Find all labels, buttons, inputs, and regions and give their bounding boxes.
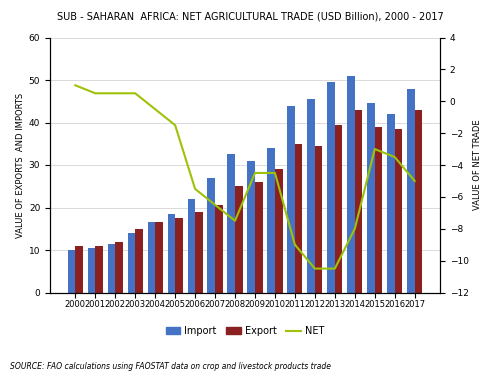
Bar [375, 127, 382, 292]
Line: NET: NET [76, 86, 414, 268]
NET [172, 123, 178, 128]
Bar [208, 178, 215, 292]
NET [312, 266, 318, 271]
Bar [335, 124, 342, 292]
Bar [155, 222, 163, 292]
NET [392, 155, 398, 159]
Bar [315, 146, 322, 292]
NET [232, 219, 238, 223]
Bar [168, 214, 175, 292]
Bar [387, 114, 394, 292]
NET [132, 91, 138, 96]
NET [72, 83, 78, 88]
Bar [275, 169, 282, 292]
NET [292, 243, 298, 247]
Bar [248, 161, 255, 292]
Bar [88, 248, 96, 292]
NET [92, 91, 98, 96]
Bar [255, 182, 262, 292]
Bar [268, 148, 275, 292]
NET [372, 147, 378, 152]
NET [272, 171, 278, 175]
Bar [128, 233, 135, 292]
Bar [355, 110, 362, 292]
Bar [414, 110, 422, 292]
NET [252, 171, 258, 175]
NET [412, 179, 418, 183]
NET [112, 91, 118, 96]
NET [192, 187, 198, 191]
Bar [115, 242, 123, 292]
Bar [308, 99, 315, 292]
Bar [135, 229, 143, 292]
Y-axis label: VALUE OF EXPORTS  AND IMPORTS: VALUE OF EXPORTS AND IMPORTS [16, 93, 24, 238]
Bar [228, 154, 235, 292]
Bar [394, 129, 402, 292]
Bar [108, 244, 115, 292]
Y-axis label: VALUE OF NET TRADE: VALUE OF NET TRADE [473, 120, 482, 210]
Bar [175, 218, 182, 292]
Bar [347, 76, 355, 292]
Bar [288, 105, 295, 292]
NET [212, 202, 218, 207]
Text: SOURCE: FAO calculations using FAOSTAT data on crop and livestock products trade: SOURCE: FAO calculations using FAOSTAT d… [10, 362, 331, 371]
NET [152, 107, 158, 111]
Bar [215, 206, 222, 292]
NET [352, 226, 358, 231]
Bar [295, 144, 302, 292]
Bar [407, 88, 414, 292]
NET [332, 266, 338, 271]
Bar [68, 250, 76, 292]
Legend: Import, Export, NET: Import, Export, NET [162, 322, 328, 340]
Text: SUB - SAHARAN  AFRICA: NET AGRICULTURAL TRADE (USD Billion), 2000 - 2017: SUB - SAHARAN AFRICA: NET AGRICULTURAL T… [56, 11, 444, 21]
Bar [195, 212, 202, 292]
Bar [188, 199, 195, 292]
Bar [76, 246, 83, 292]
Bar [235, 186, 242, 292]
Bar [148, 222, 155, 292]
Bar [327, 82, 335, 292]
Bar [96, 246, 103, 292]
Bar [367, 104, 375, 292]
